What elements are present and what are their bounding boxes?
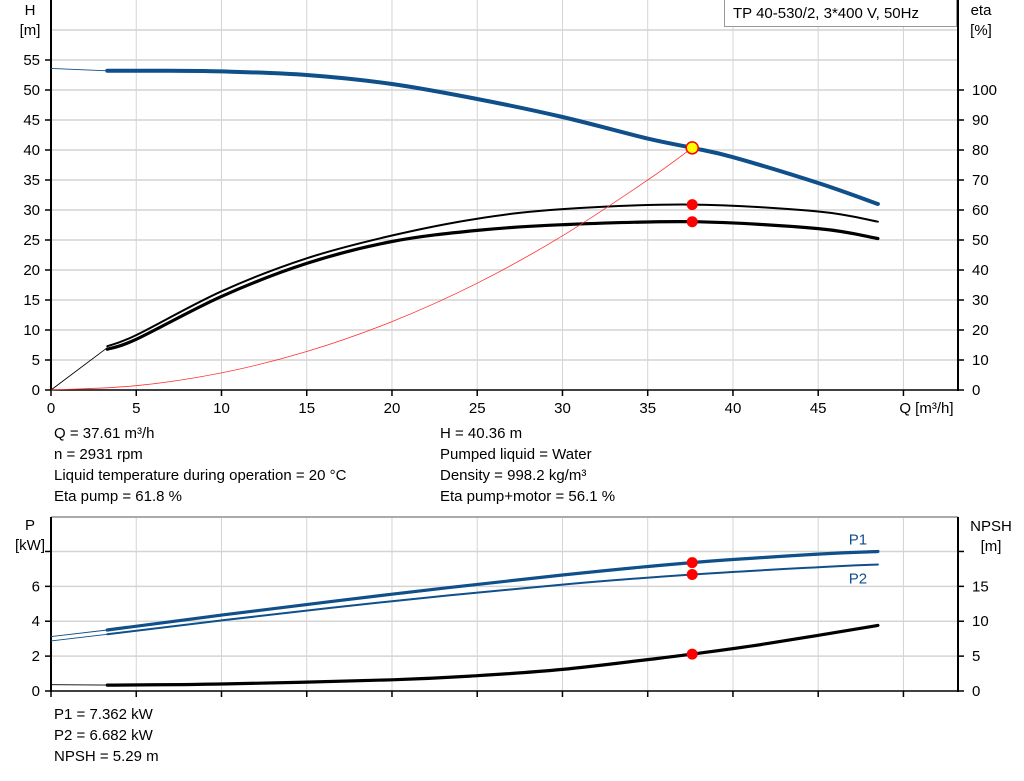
panel-1 — [45, 516, 964, 697]
series-eta-extension — [50, 347, 108, 391]
y-right-axis-unit: [m] — [981, 538, 1002, 555]
y-right-tick-label: 60 — [972, 202, 989, 219]
x-axis-label: Q [m³/h] — [899, 400, 953, 417]
series-p2 — [106, 563, 879, 636]
y-left-tick-label: 4 — [32, 613, 40, 630]
y-left-tick-label: 10 — [23, 322, 40, 339]
info-q: Q = 37.61 m³/h — [54, 425, 155, 442]
info-h: H = 40.36 m — [440, 425, 523, 442]
y-left-tick-label: 20 — [23, 262, 40, 279]
y-right-tick-label: 10 — [972, 352, 989, 369]
y-right-tick-label: 30 — [972, 292, 989, 309]
y-left-tick-label: 50 — [23, 82, 40, 99]
y-right-axis-label: NPSH — [970, 518, 1012, 535]
info-pumped-liquid: Pumped liquid = Water — [440, 446, 592, 463]
x-tick-label: 30 — [554, 400, 571, 417]
series-eta-pump — [106, 203, 879, 348]
x-tick-label: 25 — [469, 400, 486, 417]
panel-0 — [45, 0, 964, 396]
info-eta-pump-motor: Eta pump+motor = 56.1 % — [440, 488, 616, 505]
y-right-tick-label: 0 — [972, 382, 980, 399]
operating-point-marker — [686, 648, 698, 660]
operating-point-marker — [686, 557, 698, 569]
y-left-tick-label: 25 — [23, 232, 40, 249]
info-p2: P2 = 6.682 kW — [54, 727, 153, 744]
operating-point-marker — [686, 216, 698, 228]
operating-point-marker — [686, 199, 698, 211]
y-left-axis-label: P — [25, 517, 35, 534]
y-right-tick-label: 80 — [972, 142, 989, 159]
y-left-tick-label: 0 — [32, 382, 40, 399]
info-p1: P1 = 7.362 kW — [54, 706, 153, 723]
y-left-axis-unit: [kW] — [15, 537, 45, 554]
y-right-tick-label: 5 — [972, 648, 980, 665]
y-left-tick-label: 6 — [32, 578, 40, 595]
info-bottom: P1 = 7.362 kW P2 = 6.682 kW NPSH = 5.29 … — [54, 704, 159, 767]
y-left-tick-label: 40 — [23, 142, 40, 159]
info-liquid-temp: Liquid temperature during operation = 20… — [54, 467, 347, 484]
series-npsh — [105, 623, 880, 687]
series-p1 — [105, 549, 880, 632]
chart-title: TP 40-530/2, 3*400 V, 50Hz — [724, 0, 957, 27]
y-left-tick-label: 0 — [32, 683, 40, 700]
x-tick-label: 5 — [132, 400, 140, 417]
y-right-tick-label: 100 — [972, 82, 997, 99]
y-left-tick-label: 2 — [32, 648, 40, 665]
y-right-tick-label: 40 — [972, 262, 989, 279]
y-left-tick-label: 55 — [23, 52, 40, 69]
y-left-axis-unit: [m] — [20, 22, 41, 39]
y-left-tick-label: 15 — [23, 292, 40, 309]
y-right-axis-label: eta — [971, 2, 993, 19]
y-right-tick-label: 20 — [972, 322, 989, 339]
info-top-right: H = 40.36 m Pumped liquid = Water Densit… — [440, 423, 615, 507]
series-h — [105, 68, 880, 206]
series-p2-extension — [50, 633, 108, 642]
x-tick-label: 40 — [725, 400, 742, 417]
y-right-tick-label: 0 — [972, 683, 980, 700]
x-tick-label: 45 — [810, 400, 827, 417]
operating-point-marker — [686, 568, 698, 580]
info-top-left: Q = 37.61 m³/h n = 2931 rpm Liquid tempe… — [54, 423, 346, 507]
x-tick-label: 20 — [384, 400, 401, 417]
y-left-tick-label: 45 — [23, 112, 40, 129]
series-label-p1: P1 — [849, 532, 867, 549]
y-right-tick-label: 90 — [972, 112, 989, 129]
y-left-tick-label: 30 — [23, 202, 40, 219]
y-right-axis-unit: [%] — [970, 22, 992, 39]
y-right-tick-label: 15 — [972, 578, 989, 595]
series-p1-extension — [50, 629, 108, 638]
x-tick-label: 15 — [298, 400, 315, 417]
info-npsh: NPSH = 5.29 m — [54, 748, 159, 765]
info-density: Density = 998.2 kg/m³ — [440, 467, 587, 484]
x-tick-label: 35 — [639, 400, 656, 417]
series-system-curve — [50, 147, 693, 391]
x-tick-label: 0 — [47, 400, 55, 417]
series-label-p2: P2 — [849, 571, 867, 588]
y-right-tick-label: 10 — [972, 613, 989, 630]
series-eta-pump-motor — [105, 219, 880, 351]
y-left-axis-label: H — [25, 2, 36, 19]
info-eta-pump: Eta pump = 61.8 % — [54, 488, 182, 505]
y-left-tick-label: 35 — [23, 172, 40, 189]
y-right-tick-label: 50 — [972, 232, 989, 249]
x-tick-label: 10 — [213, 400, 230, 417]
series-h-extension — [50, 67, 108, 72]
duty-point-marker — [685, 141, 699, 155]
info-n: n = 2931 rpm — [54, 446, 143, 463]
y-right-tick-label: 70 — [972, 172, 989, 189]
y-left-tick-label: 5 — [32, 352, 40, 369]
